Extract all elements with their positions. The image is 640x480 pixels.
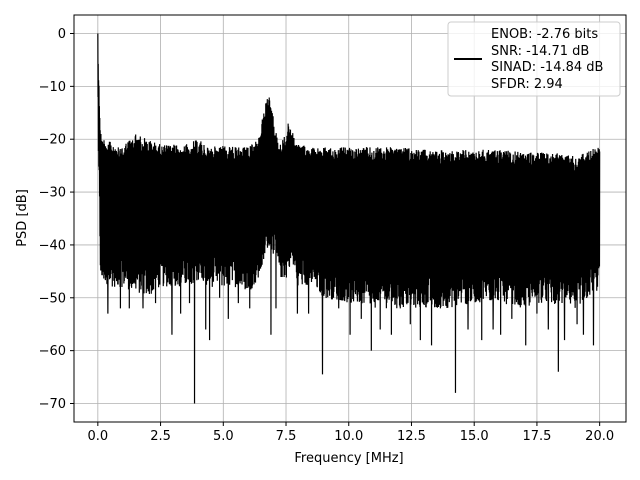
x-tick-label: 2.5 xyxy=(150,429,171,444)
y-tick-label: −50 xyxy=(39,291,66,306)
y-tick-label: −40 xyxy=(39,238,66,253)
legend-line-snr: SNR: -14.71 dB xyxy=(491,44,589,59)
psd-series xyxy=(97,33,601,404)
legend: ENOB: -2.76 bits SNR: -14.71 dB SINAD: -… xyxy=(447,21,621,97)
x-tick-label: 17.5 xyxy=(522,429,551,444)
axes xyxy=(73,14,627,423)
legend-box xyxy=(447,21,621,97)
y-tick-label: −20 xyxy=(39,133,66,148)
x-tick-label: 7.5 xyxy=(276,429,297,444)
y-axis-label: PSD [dB] xyxy=(15,189,30,247)
y-tick-label: 0 xyxy=(58,27,66,42)
x-tick-label: 20.0 xyxy=(585,429,614,444)
legend-line-enob: ENOB: -2.76 bits xyxy=(491,27,598,42)
x-axis-label: Frequency [MHz] xyxy=(294,451,403,466)
plot-frame xyxy=(73,14,627,423)
x-tick-label: 0.0 xyxy=(87,429,108,444)
psd-line xyxy=(97,33,601,404)
x-tick-label: 12.5 xyxy=(397,429,426,444)
x-axis-ticks: 0.0 2.5 5.0 7.5 10.0 12.5 15.0 17.5 20.0 xyxy=(87,422,614,444)
legend-line-sinad: SINAD: -14.84 dB xyxy=(491,60,603,75)
legend-line-sfdr: SFDR: 2.94 xyxy=(491,77,563,92)
y-tick-label: −30 xyxy=(39,186,66,201)
y-axis-ticks: 0 −10 −20 −30 −40 −50 −60 −70 xyxy=(39,27,74,412)
x-tick-label: 15.0 xyxy=(460,429,489,444)
y-tick-label: −70 xyxy=(39,397,66,412)
x-tick-label: 5.0 xyxy=(213,429,234,444)
x-tick-label: 10.0 xyxy=(334,429,363,444)
y-tick-label: −60 xyxy=(39,344,66,359)
y-tick-label: −10 xyxy=(39,80,66,95)
